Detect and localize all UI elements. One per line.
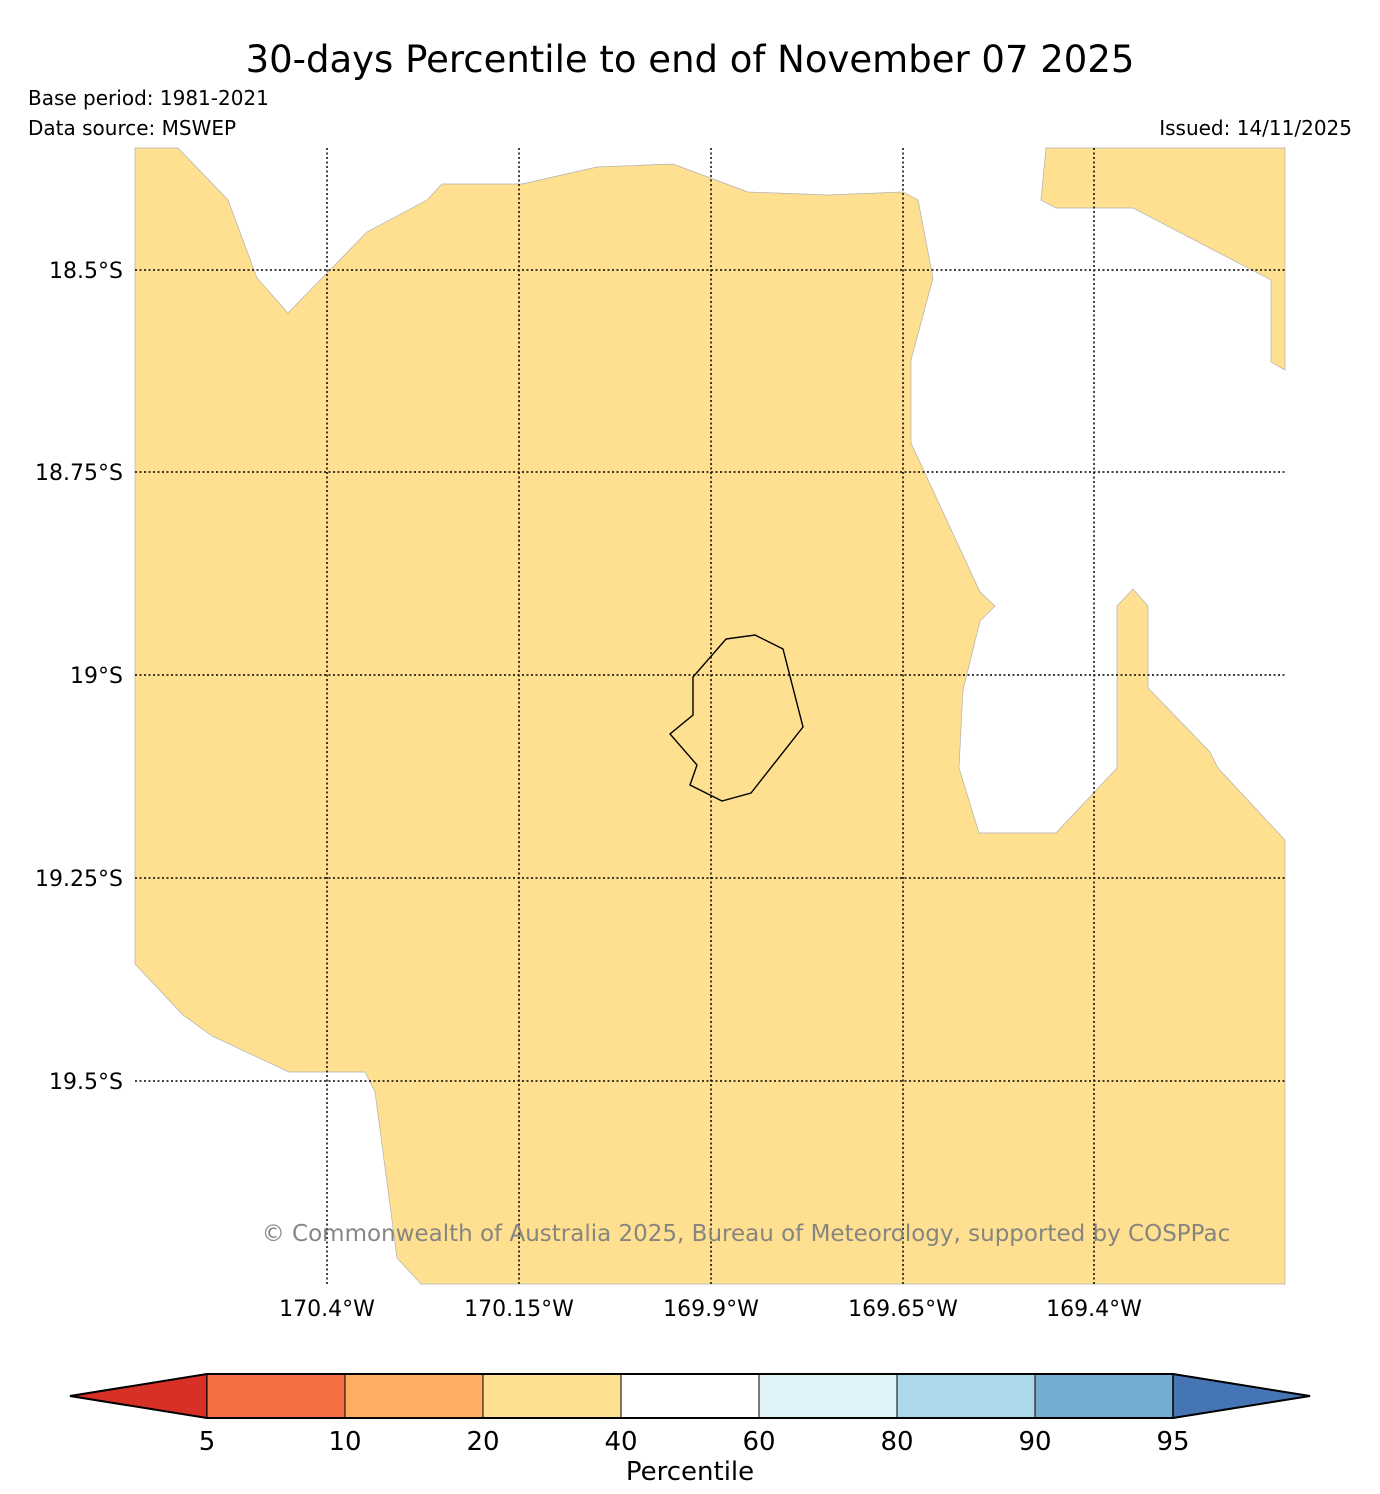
data-source: Data source: MSWEP [28, 116, 237, 140]
colorbar-segment [896, 1373, 1036, 1419]
map-area: 18.5°S 18.75°S 19°S 19.25°S 19.5°S 170.4… [35, 147, 1286, 1322]
colorbar-segment [620, 1373, 760, 1419]
colorbar-tick: 10 [328, 1427, 361, 1457]
copyright-notice: © Commonwealth of Australia 2025, Bureau… [262, 1221, 1231, 1247]
lon-label: 170.4°W [279, 1297, 375, 1322]
lat-label: 19.25°S [35, 867, 123, 892]
map-title: 30-days Percentile to end of November 07… [245, 38, 1135, 81]
colorbar: 5 10 20 40 60 80 90 95 Percentile [69, 1373, 1311, 1487]
colorbar-segment [482, 1373, 622, 1419]
lat-label: 19.5°S [49, 1070, 123, 1095]
colorbar-tick: 40 [604, 1427, 637, 1457]
percentile-region-20-40 [134, 147, 1286, 1285]
lon-label: 169.9°W [663, 1297, 759, 1322]
lat-label: 18.75°S [35, 461, 123, 486]
colorbar-tick: 60 [742, 1427, 775, 1457]
percentile-region-ne [1040, 147, 1286, 371]
colorbar-tick: 80 [880, 1427, 913, 1457]
base-period: Base period: 1981-2021 [28, 86, 269, 110]
colorbar-tick: 20 [466, 1427, 499, 1457]
colorbar-segment [344, 1373, 484, 1419]
colorbar-segment [206, 1373, 346, 1419]
lat-label: 19°S [70, 664, 123, 689]
colorbar-extend-low [69, 1373, 208, 1419]
colorbar-tick: 5 [199, 1427, 216, 1457]
issued-date: Issued: 14/11/2025 [1159, 116, 1352, 140]
lat-label: 18.5°S [49, 259, 123, 284]
lon-label: 169.4°W [1046, 1297, 1142, 1322]
colorbar-label: Percentile [626, 1457, 754, 1487]
colorbar-extend-high [1172, 1373, 1311, 1419]
lon-label: 169.65°W [848, 1297, 958, 1322]
colorbar-tick: 90 [1018, 1427, 1051, 1457]
colorbar-segment [1034, 1373, 1174, 1419]
lon-label: 170.15°W [464, 1297, 574, 1322]
island-outline [669, 634, 804, 802]
colorbar-tick: 95 [1156, 1427, 1189, 1457]
gridlines [135, 148, 1285, 1284]
colorbar-segment [758, 1373, 898, 1419]
